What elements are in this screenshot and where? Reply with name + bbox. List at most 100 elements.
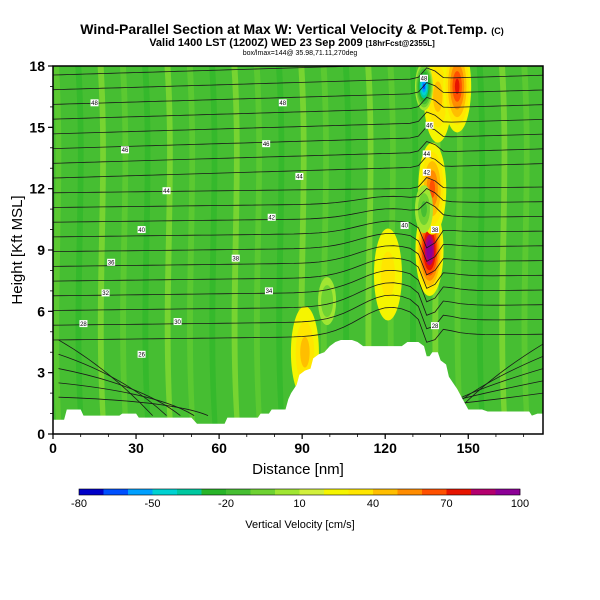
isentrope-label-bg [120,146,129,154]
isentrope-label-bg [101,289,110,297]
colorbar-swatch [275,489,300,495]
isentrope-label: 46 [120,146,129,154]
isentrope-line [53,126,543,149]
y-tick-label: 15 [29,119,45,135]
isentrope-label-text: 40 [401,224,408,230]
updraft-cell [429,179,436,198]
colorbar-tick-label: 70 [440,498,452,510]
isentrope-label-text: 26 [138,352,145,358]
isentrope-label-bg [431,226,440,234]
isentrope-label-text: 46 [263,142,270,148]
colorbar-swatch [152,489,178,495]
isentrope-label-bg [262,140,271,148]
downdraft-cell [420,201,427,218]
isentrope-label: 38 [431,226,440,234]
isentrope-label-text: 42 [268,215,275,221]
isentrope-label: 48 [419,74,428,82]
field-stripe [276,66,285,434]
isentrope-label-bg [431,322,440,330]
isentrope-line [53,306,543,343]
isentrope-label-bg [422,168,431,176]
isentrope-label-bg [400,221,409,229]
isentrope-line [58,382,195,416]
isentrope-line [58,353,167,416]
isentrope-label: 26 [137,350,146,358]
y-tick-label: 12 [29,181,45,197]
isentrope-label: 42 [267,213,276,221]
isentrope-label-bg [79,320,88,328]
colorbar-swatch [348,489,374,495]
x-tick-label: 90 [294,440,310,456]
isentrope-label-bg [419,74,428,82]
isentrope-label: 34 [264,287,273,295]
isentrope-line [58,396,209,416]
isentrope-label-text: 34 [266,289,273,295]
isentrope-label: 48 [278,99,287,107]
isentrope-label-bg [295,172,304,180]
x-tick-label: 60 [211,440,227,456]
colorbar-tick-label: 100 [511,498,529,510]
isentrope-label: 40 [400,221,409,230]
field-stripe [521,66,531,434]
isentrope-label: 44 [162,187,171,195]
x-axis-label: Distance [nm] [252,461,344,478]
y-tick-label: 0 [37,426,45,442]
isentrope-label: 48 [90,99,99,107]
isentrope-label: 44 [295,172,304,181]
field-stripe [53,66,62,434]
field-stripe [75,66,85,434]
colorbar-swatch [250,489,276,495]
y-tick-label: 18 [29,58,45,74]
downdraft-cell [324,293,331,310]
colorbar-swatch [373,489,398,495]
isentrope-label: 46 [425,121,434,129]
isentrope-line [53,96,543,120]
colorbar-tick-label: -20 [218,498,234,510]
colorbar-swatch [299,489,325,495]
isentrope-label-text: 44 [296,175,303,181]
field-stripe [97,66,107,434]
x-tick-label: 120 [374,440,398,456]
field-stripe [476,66,486,434]
isentrope-label: 36 [107,258,116,266]
colorbar-swatch [471,489,496,495]
isentrope-label-text: 48 [91,101,98,107]
isentrope-label-text: 38 [232,256,239,262]
isentrope-labels: 48 48 46 46 44 44 42 40 38 36 34 32 30 28 26 48 46 44 42 40… [79,74,440,358]
isentrope-line [53,82,543,105]
isentrope-label: 32 [101,289,110,297]
isentrope-label-text: 36 [108,260,115,266]
isentrope-line [53,141,543,164]
isentrope-label-bg [264,287,273,295]
isentrope-label-bg [137,226,146,234]
field-stripe [142,66,152,434]
field-stripe [499,66,508,434]
colorbar-swatch [226,489,251,495]
colorbar-swatch [201,489,227,495]
isentrope-label-text: 32 [102,291,109,297]
isentrope-line [462,343,543,406]
colorbar-swatch [446,489,472,495]
isentrope-line [53,220,543,249]
isentrope-line [53,257,543,289]
isentrope-line [53,111,543,135]
isentrope-label: 42 [422,168,431,177]
y-tick-label: 6 [37,303,45,319]
isentrope-label: 44 [422,150,431,158]
isentrope-line [53,294,543,330]
updraft-cell [380,251,395,298]
x-tick-label: 150 [457,440,481,456]
isentrope-label-bg [267,213,276,221]
isentrope-line [53,232,543,262]
isentrope-line [53,282,543,316]
colorbar-tick-label: -80 [71,498,87,510]
isentrope-line [53,269,543,303]
field-stripes [53,66,531,434]
isentrope-label-bg [162,187,171,195]
colorbar-frame [78,488,521,496]
colorbar-swatch [103,489,129,495]
isentrope-line [53,66,372,76]
isentrope-label-text: 28 [80,322,87,328]
isentrope-line [53,188,543,208]
